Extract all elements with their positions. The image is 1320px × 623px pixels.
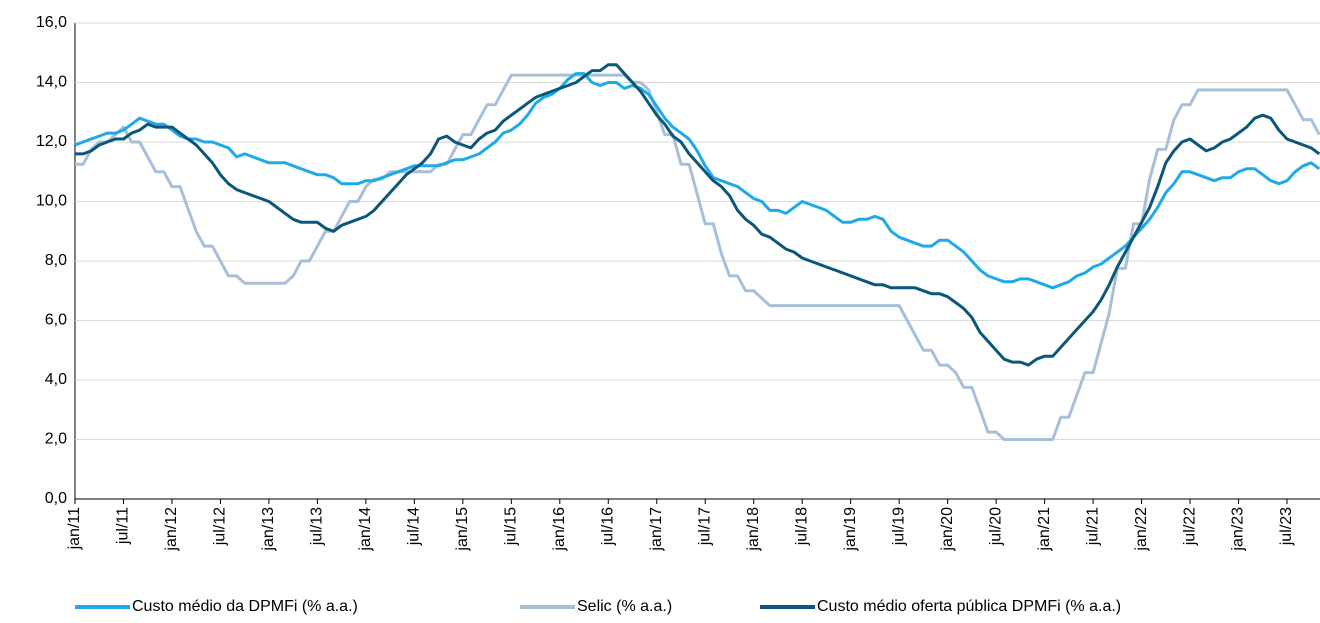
x-tick-label: jul/23 (1278, 507, 1295, 546)
series-line (75, 73, 1320, 441)
x-tick-label: jul/21 (1084, 507, 1101, 546)
legend-label: Selic (% a.a.) (577, 598, 672, 615)
series-line (75, 63, 1320, 367)
x-tick-label: jan/22 (1133, 507, 1150, 552)
x-tick-label: jul/20 (987, 507, 1004, 546)
legend-label: Custo médio oferta pública DPMFi (% a.a.… (817, 598, 1121, 615)
x-tick-label: jul/18 (793, 507, 810, 546)
x-tick-label: jul/17 (696, 507, 713, 546)
y-tick-label: 4,0 (45, 371, 67, 388)
series-line (74, 72, 1320, 290)
x-tick-label: jan/12 (163, 507, 180, 552)
x-tick-label: jan/16 (551, 507, 568, 552)
y-tick-label: 12,0 (36, 133, 67, 150)
x-tick-label: jul/22 (1181, 507, 1198, 546)
x-tick-label: jan/14 (357, 507, 374, 552)
x-tick-label: jan/21 (1036, 507, 1053, 552)
y-tick-label: 14,0 (36, 74, 67, 91)
x-tick-label: jan/11 (66, 507, 83, 551)
x-tick-label: jul/11 (115, 507, 132, 545)
legend-label: Custo médio da DPMFi (% a.a.) (132, 598, 358, 615)
y-tick-label: 0,0 (45, 490, 67, 507)
x-tick-label: jul/16 (599, 507, 616, 546)
x-tick-label: jul/12 (212, 507, 229, 546)
x-tick-label: jan/13 (260, 507, 277, 552)
x-tick-label: jul/14 (406, 507, 423, 546)
x-tick-label: jul/15 (503, 507, 520, 546)
x-tick-label: jan/19 (842, 507, 859, 552)
x-tick-label: jul/19 (890, 507, 907, 546)
y-tick-label: 16,0 (36, 14, 67, 31)
x-tick-label: jan/17 (648, 507, 665, 552)
y-tick-label: 8,0 (45, 252, 67, 269)
y-tick-label: 2,0 (45, 431, 67, 448)
x-tick-label: jul/13 (309, 507, 326, 546)
y-tick-label: 10,0 (36, 193, 67, 210)
x-tick-label: jan/23 (1230, 507, 1247, 552)
x-tick-label: jan/18 (745, 507, 762, 552)
y-tick-label: 6,0 (45, 312, 67, 329)
x-tick-label: jan/15 (454, 507, 471, 552)
x-tick-label: jan/20 (939, 507, 956, 552)
